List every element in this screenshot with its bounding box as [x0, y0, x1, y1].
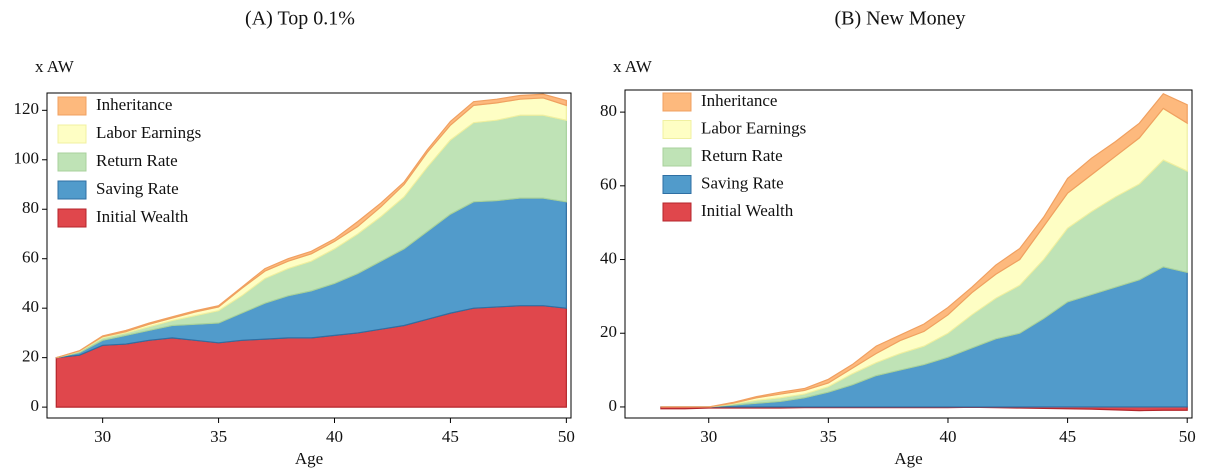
legend-swatch [57, 208, 87, 228]
legend-label: Return Rate [96, 151, 178, 170]
area [660, 92, 1188, 408]
legend-label: Saving Rate [96, 179, 179, 198]
y-tick-label: 80 [22, 198, 39, 217]
x-tick-label: 40 [326, 427, 343, 446]
legend-swatch [57, 180, 87, 200]
plot-frame [624, 89, 1193, 419]
area [56, 93, 567, 359]
legend-swatch [662, 92, 692, 112]
y-tick-label: 60 [22, 248, 39, 267]
y-tick-label: 60 [600, 175, 617, 194]
legend-swatch [57, 124, 87, 144]
x-tick-label: 35 [210, 427, 227, 446]
legend-label: Inheritance [96, 95, 172, 114]
x-tick-label: 40 [939, 427, 956, 446]
legend-swatch [57, 96, 87, 116]
legend-label: Labor Earnings [96, 123, 201, 142]
legend-label: Inheritance [701, 91, 777, 110]
y-axis-label: x AW [35, 57, 75, 76]
plot-frame [46, 92, 572, 419]
chart-title: (B) New Money [834, 8, 965, 30]
x-tick-label: 45 [1059, 427, 1076, 446]
legend-swatch [57, 152, 87, 172]
x-axis-label: Age [295, 449, 323, 468]
chart-title: (A) Top 0.1% [245, 8, 355, 30]
legend-label: Initial Wealth [96, 207, 189, 226]
legend-label: Saving Rate [701, 173, 784, 192]
y-tick-label: 40 [22, 297, 39, 316]
legend-swatch [662, 147, 692, 167]
y-tick-label: 20 [600, 322, 617, 341]
x-tick-label: 35 [820, 427, 837, 446]
legend-swatch [662, 202, 692, 222]
x-tick-label: 50 [558, 427, 575, 446]
y-tick-label: 0 [609, 396, 618, 415]
legend-label: Labor Earnings [701, 118, 806, 137]
y-tick-label: 120 [14, 99, 40, 118]
x-tick-label: 30 [94, 427, 111, 446]
y-tick-label: 40 [600, 248, 617, 267]
legend-swatch [662, 175, 692, 194]
legend-label: Initial Wealth [701, 201, 794, 220]
x-tick-label: 50 [1179, 427, 1196, 446]
legend-swatch [662, 120, 692, 139]
x-tick-label: 45 [442, 427, 459, 446]
y-tick-label: 0 [31, 396, 40, 415]
x-axis-label: Age [894, 449, 922, 468]
legend-label: Return Rate [701, 146, 783, 165]
y-tick-label: 20 [22, 347, 39, 366]
x-tick-label: 30 [700, 427, 717, 446]
y-axis-label: x AW [613, 57, 653, 76]
y-tick-label: 100 [14, 149, 40, 168]
y-tick-label: 80 [600, 101, 617, 120]
